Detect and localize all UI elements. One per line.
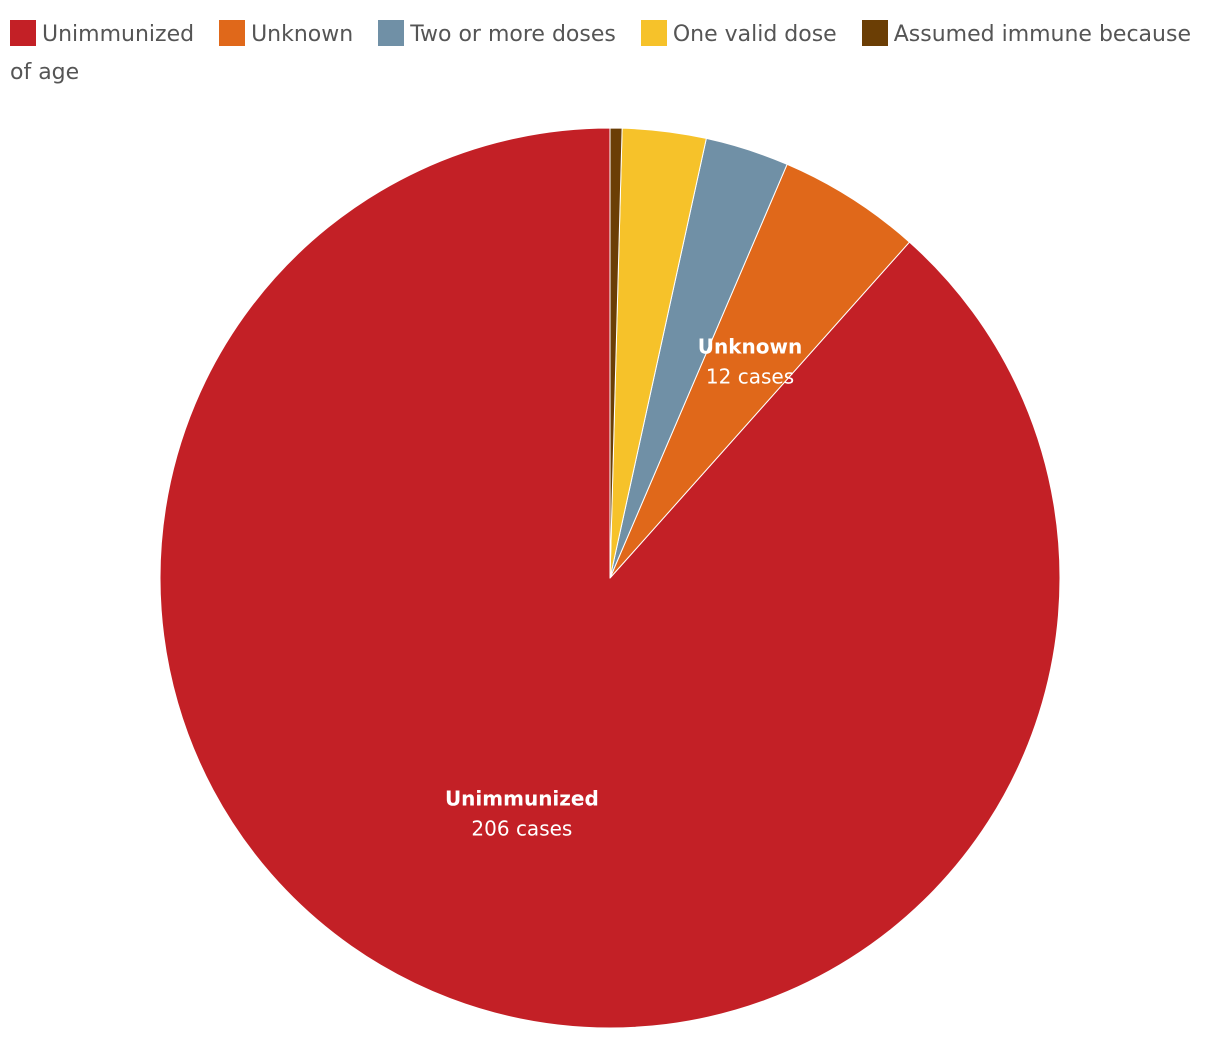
legend-label-two-or-more-doses: Two or more doses: [410, 22, 616, 47]
pie-slices: [159, 127, 1061, 1029]
slice-label-value-unimmunized: 206 cases: [471, 816, 572, 840]
legend-swatch-two-or-more-doses: [378, 20, 405, 46]
legend-label-unknown: Unknown: [251, 22, 354, 47]
legend-item-assumed-immune[interactable]: Assumed immune because of age: [10, 20, 1191, 85]
legend-label-assumed-immune: Assumed immune because of age: [10, 22, 1191, 85]
pie-slice-assumed-immune-because-of-age[interactable]: [609, 127, 623, 579]
legend-swatch-unknown: [219, 20, 246, 46]
legend-label-one-valid-dose: One valid dose: [672, 22, 837, 47]
legend-item-unimmunized[interactable]: Unimmunized: [10, 20, 195, 47]
legend-item-two-or-more-doses[interactable]: Two or more doses: [378, 20, 616, 47]
legend-label-unimmunized: Unimmunized: [42, 22, 195, 47]
slice-label-name-unimmunized: Unimmunized: [445, 786, 599, 810]
pie-labels: Unimmunized 206 cases Unknown 12 cases: [445, 335, 802, 841]
legend-swatch-one-valid-dose: [640, 20, 667, 46]
slice-label-name-unknown: Unknown: [698, 335, 802, 359]
legend-item-unknown[interactable]: Unknown: [219, 20, 354, 47]
legend-swatch-assumed-immune: [861, 20, 888, 46]
pie-slice-unknown[interactable]: [609, 163, 910, 579]
legend-swatch-unimmunized: [10, 20, 36, 46]
slice-label-value-unknown: 12 cases: [706, 365, 794, 389]
legend-item-one-valid-dose[interactable]: One valid dose: [640, 20, 837, 47]
chart-legend: Unimmunized Unknown Two or more doses On…: [10, 16, 1210, 92]
